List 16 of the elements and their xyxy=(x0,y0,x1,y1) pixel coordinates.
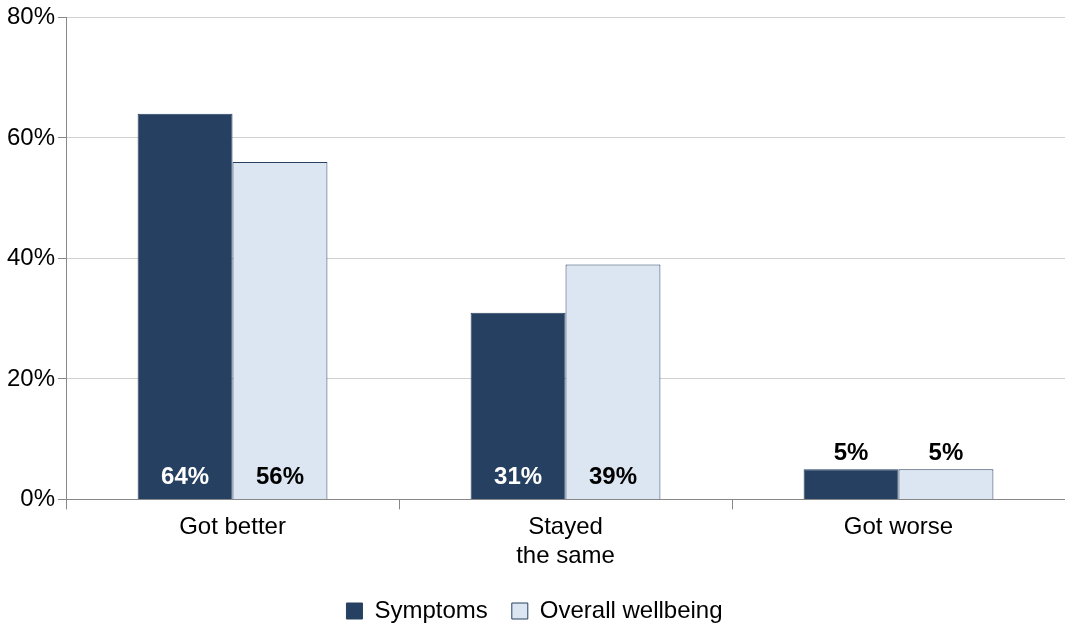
legend-label: Overall wellbeing xyxy=(539,595,723,623)
data-label: 64% xyxy=(161,462,210,490)
data-label: 39% xyxy=(588,462,637,490)
data-label: 31% xyxy=(494,462,543,490)
y-tick-label: 80% xyxy=(6,2,56,30)
y-tick-label: 60% xyxy=(6,122,56,150)
x-tick-label: Got worse xyxy=(843,512,954,540)
data-label: 5% xyxy=(833,437,869,465)
x-tick-label: Stayed the same xyxy=(516,512,615,569)
data-label: 5% xyxy=(928,437,964,465)
y-tick-label: 40% xyxy=(6,243,56,271)
y-tick-label: 20% xyxy=(6,363,56,391)
x-tick-label: Got better xyxy=(179,512,286,540)
y-tick-label: 0% xyxy=(20,484,56,512)
legend-label: Symptoms xyxy=(374,595,488,623)
data-label: 56% xyxy=(255,462,304,490)
